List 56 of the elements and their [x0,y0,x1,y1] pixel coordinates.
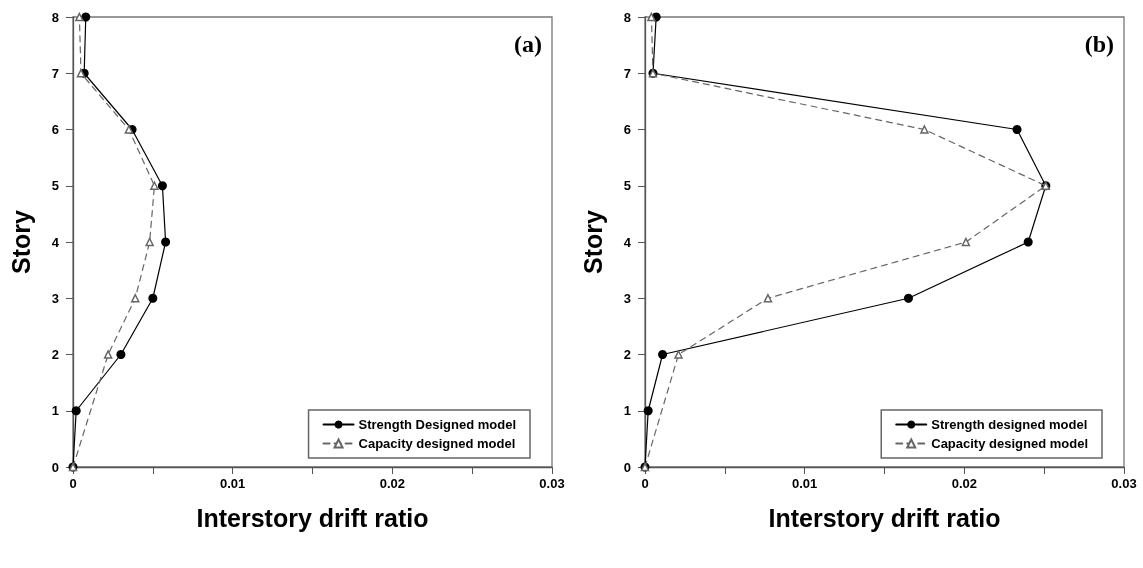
y-tick-label: 7 [623,65,631,81]
legend-label: Strength designed model [930,417,1087,432]
x-axis-title: Interstory drift ratio [768,503,1000,532]
point [1023,237,1033,247]
point [103,350,113,359]
point [161,237,171,247]
legend-label: Strength Designed model [358,417,517,432]
y-tick-label: 2 [51,347,59,362]
point [116,350,126,359]
y-axis-title: Story [578,209,606,274]
point [131,294,140,303]
y-tick-label: 2 [623,347,631,362]
y-tick-label: 0 [51,459,59,475]
x-tick-label: 0.02 [379,476,405,491]
y-tick-label: 6 [51,122,59,137]
x-tick-label: 0 [69,476,77,491]
point [71,406,81,416]
point [157,181,167,191]
point [148,293,158,303]
y-tick-label: 4 [623,234,632,250]
annotation: (a) [514,31,542,57]
legend-label: Capacity designed model [930,436,1088,451]
x-tick-label: 0.01 [791,476,817,491]
y-tick-label: 5 [51,178,59,194]
point [75,12,84,22]
y-tick-label: 0 [623,459,631,475]
x-axis-title: Interstory drift ratio [196,503,429,532]
point [763,294,772,303]
point [673,350,683,359]
y-tick-label: 7 [51,65,59,81]
x-tick-label: 0.03 [1110,476,1137,491]
y-tick-label: 3 [623,290,631,306]
y-tick-label: 6 [623,122,631,137]
point [919,125,929,134]
y-tick-label: 4 [51,234,60,250]
point [961,237,970,247]
x-tick-label: 0 [640,476,649,491]
y-tick-label: 3 [51,290,59,306]
point [643,406,653,416]
point [145,237,154,247]
y-tick-label: 8 [51,9,59,25]
point [150,181,159,190]
y-tick-label: 1 [623,403,631,419]
annotation: (b) [1084,31,1114,57]
y-axis-title: Story [6,209,35,274]
x-tick-label: 0.03 [539,476,565,491]
y-tick-label: 8 [623,9,631,25]
point [903,293,913,303]
point [657,350,667,359]
legend-label: Capacity designed model [358,436,516,451]
point [646,12,656,22]
y-tick-label: 5 [623,178,631,194]
y-tick-label: 1 [51,403,59,419]
x-tick-label: 0.02 [951,476,977,491]
x-tick-label: 0.01 [220,476,246,491]
point [1012,125,1022,134]
